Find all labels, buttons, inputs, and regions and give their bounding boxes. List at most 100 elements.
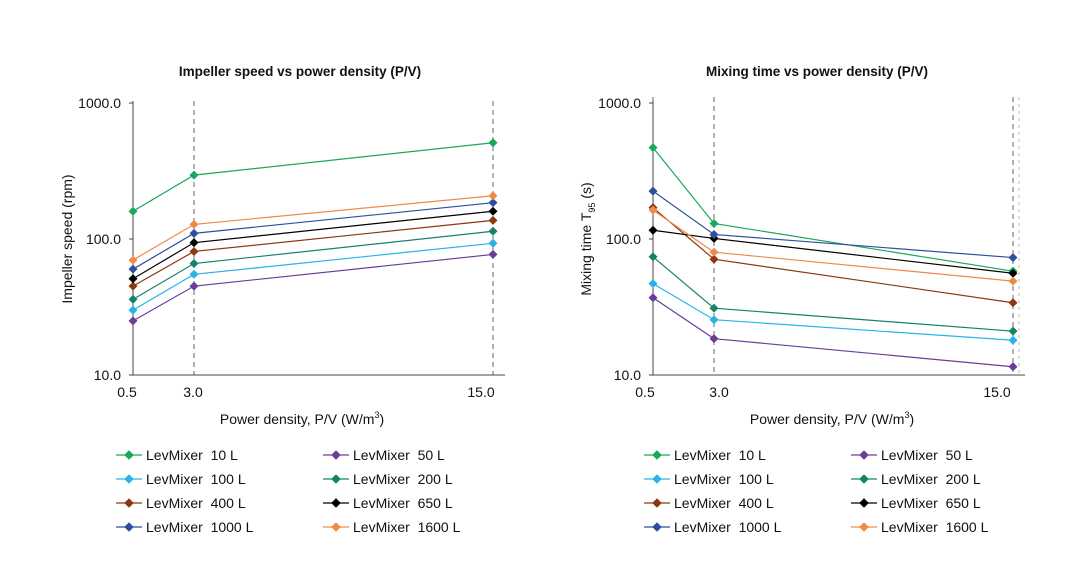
legend-item: LevMixer 200 L xyxy=(851,470,1058,488)
data-point xyxy=(189,238,199,248)
y-tick-label: 1000.0 xyxy=(78,95,121,111)
legend-label: LevMixer 1600 L xyxy=(881,519,989,535)
data-point xyxy=(189,281,199,291)
data-point xyxy=(1008,268,1018,278)
series-levmixer-50-l xyxy=(648,293,1018,372)
y-tick-label: 10.0 xyxy=(614,367,641,383)
data-point xyxy=(648,293,658,303)
legend-label: LevMixer 650 L xyxy=(881,495,981,511)
data-point xyxy=(128,255,138,265)
series-line xyxy=(132,253,494,322)
series-levmixer-650-l xyxy=(128,206,498,284)
series-line xyxy=(132,230,494,300)
series-levmixer-400-l xyxy=(128,215,498,291)
data-point xyxy=(189,228,199,238)
legend-label: LevMixer 1000 L xyxy=(674,519,782,535)
data-point xyxy=(189,219,199,229)
data-point xyxy=(709,219,719,229)
legend-label: LevMixer 400 L xyxy=(674,495,774,511)
data-point xyxy=(1008,362,1018,372)
data-point xyxy=(128,281,138,291)
legend-item: LevMixer 50 L xyxy=(323,446,530,464)
series-levmixer-10-l xyxy=(648,143,1018,276)
legend-item: LevMixer 650 L xyxy=(851,494,1058,512)
legend-label: LevMixer 100 L xyxy=(146,471,246,487)
data-point xyxy=(189,170,199,180)
legend-marker-icon xyxy=(323,474,349,484)
legend-label: LevMixer 1600 L xyxy=(353,519,461,535)
legend-label: LevMixer 1000 L xyxy=(146,519,254,535)
legend-item: LevMixer 1000 L xyxy=(644,518,851,536)
data-point xyxy=(709,254,719,264)
data-point xyxy=(648,205,658,215)
legend-mixing-time: LevMixer 10 L LevMixer 50 L LevMixer 100 L… xyxy=(644,446,1074,536)
series-levmixer-50-l xyxy=(128,249,498,326)
series-levmixer-100-l xyxy=(128,238,498,315)
legend-item: LevMixer 1600 L xyxy=(323,518,530,536)
y-tick-label: 1000.0 xyxy=(598,95,641,111)
legend-marker-icon xyxy=(116,522,142,532)
chart-mixing: Mixing time vs power density (P/V) 10.0 10… xyxy=(578,64,1025,427)
data-point xyxy=(189,259,199,269)
series-levmixer-200-l xyxy=(648,252,1018,336)
data-point xyxy=(648,143,658,153)
series-line xyxy=(652,207,1014,304)
y-axis-label: Mixing time T95 (s) xyxy=(578,182,597,295)
series-levmixer-1600-l xyxy=(648,205,1018,286)
legend-marker-icon xyxy=(323,450,349,460)
series-levmixer-1000-l xyxy=(648,186,1018,263)
legend-label: LevMixer 200 L xyxy=(881,471,981,487)
data-point xyxy=(128,274,138,284)
legend-item: LevMixer 100 L xyxy=(644,470,851,488)
chart-title: Impeller speed vs power density (P/V) xyxy=(179,64,421,79)
data-point xyxy=(648,186,658,196)
data-point xyxy=(128,206,138,216)
data-point xyxy=(1008,253,1018,263)
x-tick-label: 3.0 xyxy=(183,384,203,400)
x-tick-label: 15.0 xyxy=(467,384,494,400)
chart-title: Mixing time vs power density (P/V) xyxy=(706,64,928,79)
legend-marker-icon xyxy=(851,498,877,508)
legend-marker-icon xyxy=(323,522,349,532)
data-point xyxy=(1008,276,1018,286)
data-point xyxy=(488,215,498,225)
data-point xyxy=(488,249,498,259)
data-point xyxy=(488,138,498,148)
data-point xyxy=(488,191,498,201)
legend-label: LevMixer 200 L xyxy=(353,471,453,487)
data-point xyxy=(648,279,658,289)
data-point xyxy=(709,334,719,344)
legend-item: LevMixer 10 L xyxy=(644,446,851,464)
x-axis-label: Power density, P/V (W/m3) xyxy=(220,410,384,427)
legend-label: LevMixer 400 L xyxy=(146,495,246,511)
data-point xyxy=(488,238,498,248)
data-point xyxy=(488,226,498,236)
data-point xyxy=(488,206,498,216)
data-point xyxy=(128,264,138,274)
data-point xyxy=(1008,326,1018,336)
series-line xyxy=(652,229,1014,274)
legend-item: LevMixer 200 L xyxy=(323,470,530,488)
data-point xyxy=(709,315,719,325)
legend-label: LevMixer 10 L xyxy=(146,447,238,463)
data-point xyxy=(488,198,498,208)
series-levmixer-400-l xyxy=(648,203,1018,308)
series-line xyxy=(132,242,494,311)
x-tick-label: 0.5 xyxy=(635,384,655,400)
legend-label: LevMixer 10 L xyxy=(674,447,766,463)
x-tick-label: 0.5 xyxy=(117,384,137,400)
legend-marker-icon xyxy=(644,450,670,460)
series-levmixer-1000-l xyxy=(128,198,498,274)
legend-item: LevMixer 400 L xyxy=(644,494,851,512)
legend-item: LevMixer 50 L xyxy=(851,446,1058,464)
y-axis-label: Impeller speed (rpm) xyxy=(59,174,75,303)
data-point xyxy=(128,305,138,315)
legend-marker-icon xyxy=(644,474,670,484)
data-point xyxy=(1008,298,1018,308)
y-tick-label: 10.0 xyxy=(94,367,121,383)
legend-label: LevMixer 650 L xyxy=(353,495,453,511)
legend-marker-icon xyxy=(644,498,670,508)
legend-label: LevMixer 100 L xyxy=(674,471,774,487)
legend-label: LevMixer 50 L xyxy=(353,447,445,463)
